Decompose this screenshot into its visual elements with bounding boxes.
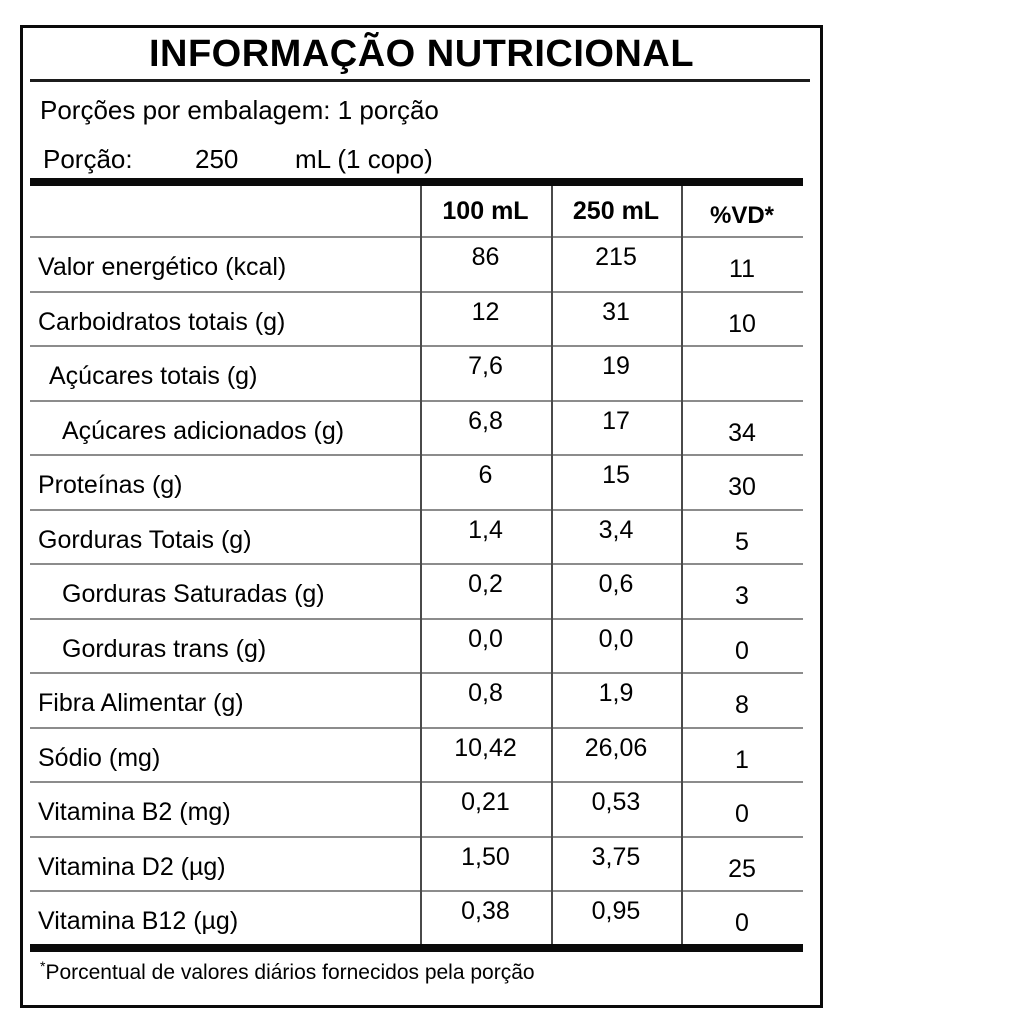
value-100ml: 0,38 — [461, 897, 510, 925]
table-row: Vitamina B12 (µg) 0,38 0,95 0 — [30, 890, 803, 945]
table-row: Carboidratos totais (g) 12 31 10 — [30, 290, 803, 346]
value-100ml: 6,8 — [468, 406, 503, 435]
value-250ml: 0,0 — [598, 624, 634, 653]
value-250ml: 15 — [602, 461, 630, 489]
column-divider-2 — [551, 186, 553, 944]
nutrient-name: Valor energético (kcal) — [38, 253, 287, 281]
nutrient-name: Fibra Alimentar (g) — [38, 689, 244, 717]
footnote-asterisk: * — [40, 958, 46, 974]
value-250ml: 26,06 — [584, 733, 648, 762]
footnote-text: Porcentual de valores diários fornecidos… — [45, 961, 535, 984]
table-header-row: 100 mL 250 mL %VD* — [30, 186, 803, 236]
table-row: Fibra Alimentar (g) 0,8 1,9 8 — [30, 672, 803, 727]
table-row: Proteínas (g) 6 15 30 — [30, 454, 803, 509]
value-250ml: 19 — [602, 352, 630, 380]
value-250ml: 0,53 — [591, 788, 641, 816]
nutrient-name: Açúcares totais (g) — [49, 362, 258, 390]
table-row: Gorduras Totais (g) 1,4 3,4 5 — [30, 508, 803, 564]
table-row: Açúcares adicionados (g) 6,8 17 34 — [30, 399, 803, 455]
table-bottom-thick-bar — [30, 944, 803, 952]
value-100ml: 10,42 — [454, 733, 517, 762]
value-percent-dv: 0 — [735, 636, 749, 665]
portion-amount: 250 — [195, 144, 239, 174]
value-250ml: 3,75 — [591, 842, 641, 871]
value-percent-dv: 25 — [728, 854, 756, 883]
value-percent-dv: 34 — [728, 418, 756, 447]
value-250ml: 0,95 — [591, 897, 641, 925]
nutrient-name: Vitamina D2 (µg) — [38, 852, 226, 881]
nutrient-name: Açúcares adicionados (g) — [62, 416, 345, 445]
value-percent-dv: 11 — [729, 255, 755, 283]
value-100ml: 86 — [471, 243, 500, 271]
value-100ml: 0,8 — [468, 679, 503, 707]
value-percent-dv: 8 — [735, 691, 749, 719]
value-percent-dv: 3 — [735, 582, 749, 610]
value-100ml: 1,50 — [461, 842, 510, 871]
nutrient-name: Vitamina B12 (µg) — [38, 907, 239, 935]
daily-values-footnote: *Porcentual de valores diários fornecido… — [40, 953, 535, 993]
nutrient-name: Gorduras Saturadas (g) — [62, 580, 325, 608]
portion-size-line: Porção: 250 mL (1 copo) — [23, 144, 820, 174]
value-250ml: 3,4 — [598, 515, 634, 544]
value-100ml: 0,0 — [468, 624, 503, 653]
value-percent-dv: 5 — [735, 527, 749, 556]
value-percent-dv: 1 — [735, 745, 749, 774]
value-250ml: 1,9 — [598, 679, 634, 707]
nutrient-name: Gorduras trans (g) — [62, 634, 267, 663]
header-percent-dv-column: %VD* — [709, 202, 775, 229]
value-250ml: 0,6 — [598, 570, 634, 598]
value-percent-dv: 0 — [735, 909, 749, 937]
value-250ml: 215 — [595, 243, 637, 271]
nutrient-name: Carboidratos totais (g) — [38, 307, 286, 336]
portion-label: Porção: — [43, 144, 133, 174]
table-top-thick-bar — [30, 178, 803, 186]
nutrient-name: Vitamina B2 (mg) — [38, 798, 231, 826]
header-250ml-column: 250 mL — [572, 197, 660, 225]
header-100ml-column: 100 mL — [442, 197, 529, 225]
title-divider-line — [30, 79, 810, 82]
value-percent-dv — [681, 347, 803, 400]
value-100ml: 12 — [471, 297, 500, 326]
table-row: Valor energético (kcal) 86 215 11 — [30, 236, 803, 291]
table-row: Gorduras trans (g) 0,0 0,0 0 — [30, 617, 803, 673]
header-item-column — [30, 186, 420, 236]
value-250ml: 31 — [602, 297, 630, 326]
servings-per-package-text: Porções por embalagem: 1 porção — [40, 95, 439, 125]
table-row: Sódio (mg) 10,42 26,06 1 — [30, 726, 803, 782]
value-100ml: 0,2 — [468, 570, 503, 598]
table-rows: Valor energético (kcal) 86 215 11 Carboidrat… — [30, 236, 803, 945]
value-100ml: 1,4 — [468, 515, 503, 544]
table-row: Açúcares totais (g) 7,6 19 — [30, 345, 803, 400]
value-percent-dv: 0 — [735, 800, 749, 828]
table-row: Gorduras Saturadas (g) 0,2 0,6 3 — [30, 563, 803, 618]
nutrient-name: Proteínas (g) — [38, 471, 183, 499]
portion-unit: mL (1 copo) — [295, 144, 433, 174]
nutrient-name: Gorduras Totais (g) — [38, 525, 252, 554]
column-divider-3 — [681, 186, 683, 944]
value-250ml: 17 — [602, 406, 630, 435]
column-divider-1 — [420, 186, 422, 944]
table-row: Vitamina B2 (mg) 0,21 0,53 0 — [30, 781, 803, 836]
nutrient-name: Sódio (mg) — [38, 743, 161, 772]
value-100ml: 7,6 — [468, 352, 503, 380]
value-100ml: 0,21 — [461, 788, 510, 816]
value-percent-dv: 30 — [728, 473, 756, 501]
panel-title: INFORMAÇÃO NUTRICIONAL — [148, 33, 695, 75]
value-100ml: 6 — [478, 461, 493, 489]
table-row: Vitamina D2 (µg) 1,50 3,75 25 — [30, 835, 803, 891]
nutrition-facts-panel: INFORMAÇÃO NUTRICIONAL Porções por embal… — [20, 25, 823, 1008]
value-percent-dv: 10 — [728, 309, 756, 338]
